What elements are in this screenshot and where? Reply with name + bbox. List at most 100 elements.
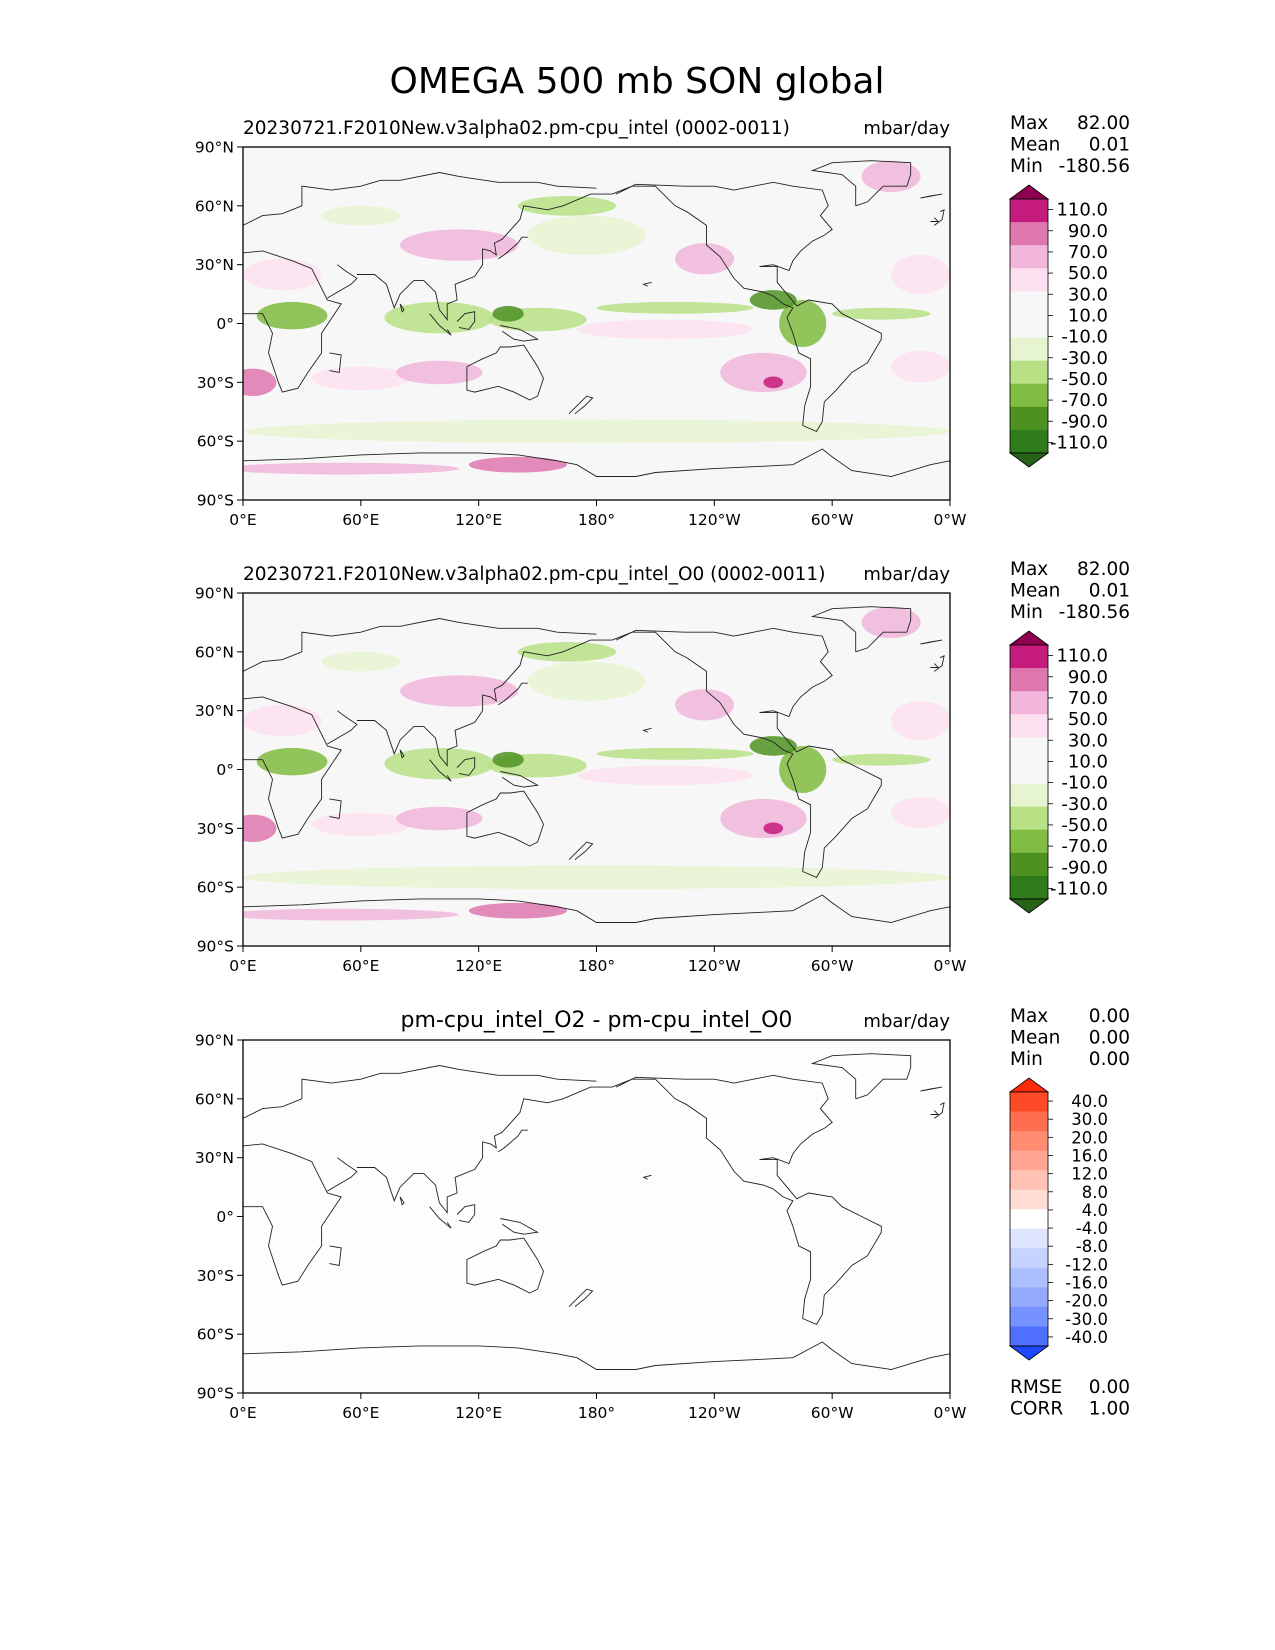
field-contour [321, 205, 401, 226]
coastline [243, 1341, 950, 1370]
stat-value: 0.01 [1089, 581, 1130, 602]
coastline [243, 1143, 342, 1286]
coastline [456, 311, 476, 330]
stat-value: 82.00 [1077, 559, 1130, 580]
coastline [810, 1053, 912, 1100]
coastline [612, 181, 882, 432]
colorbar-tick-label: 50.0 [1068, 263, 1108, 284]
field-contour [675, 243, 734, 275]
colorbar-swatch [1010, 268, 1048, 292]
colorbar-extend-top [1008, 184, 1050, 200]
y-tick-label: 60°S [197, 433, 234, 451]
colorbar: 110.090.070.050.030.010.0-10.0-30.0-50.0… [1008, 184, 1108, 468]
colorbar-extend-top [1008, 630, 1050, 646]
colorbar-tick-label: 40.0 [1071, 1092, 1108, 1111]
coastline [243, 618, 597, 672]
coastline [612, 1074, 882, 1325]
x-tick-label: 0°W [934, 511, 967, 529]
stat-label: Mean [1010, 581, 1060, 602]
y-tick-label: 0° [216, 1208, 234, 1226]
colorbar-swatch [1010, 1150, 1048, 1171]
colorbar-swatch [1010, 806, 1048, 831]
colorbar-tick-label: 10.0 [1068, 305, 1108, 326]
colorbar-swatch [1010, 737, 1048, 761]
coastline [399, 749, 405, 759]
colorbar-extend-top [1008, 1077, 1050, 1093]
field-contour [492, 305, 524, 322]
field-contour [243, 462, 459, 475]
x-tick-label: 60°E [342, 957, 379, 975]
coastline [243, 172, 597, 226]
x-tick-label: 60°E [342, 511, 379, 529]
stat-label: Mean [1010, 135, 1060, 156]
stat-label: Min [1010, 1049, 1043, 1070]
x-tick-label: 120°W [688, 511, 741, 529]
coastline [934, 654, 945, 672]
x-tick-label: 0°E [229, 511, 256, 529]
coastline [399, 303, 405, 313]
y-tick-label: 30°S [197, 820, 234, 838]
colorbar-tick-label: 12.0 [1071, 1165, 1108, 1184]
panel-units: mbar/day [863, 564, 950, 585]
coastline [327, 264, 358, 299]
field-contour [256, 747, 328, 776]
panel-difference: pm-cpu_intel_O2 - pm-cpu_intel_O0 mbar/da… [195, 1006, 1130, 1422]
coastline [243, 1065, 597, 1119]
colorbar-tick-label: -10.0 [1061, 773, 1108, 794]
coastline [466, 344, 544, 401]
coastline [500, 771, 540, 788]
x-tick-label: 120°W [688, 957, 741, 975]
coastline [429, 1206, 452, 1229]
colorbar-tick-label: -10.0 [1061, 327, 1108, 348]
colorbar-swatch [1010, 199, 1048, 223]
stat-label: Max [1010, 113, 1048, 134]
colorbar-swatch [1010, 1267, 1048, 1288]
y-tick-label: 30°S [197, 374, 234, 392]
field-contour [832, 753, 931, 766]
coastline [934, 1101, 945, 1119]
stat-value: 0.00 [1089, 1377, 1130, 1398]
coastline [399, 1196, 405, 1206]
y-tick-label: 60°S [197, 879, 234, 897]
colorbar-tick-label: -20.0 [1065, 1292, 1108, 1311]
colorbar-tick-label: 10.0 [1068, 751, 1108, 772]
coastline [466, 790, 544, 847]
colorbar-swatch [1010, 1228, 1048, 1249]
colorbar-tick-label: -70.0 [1061, 836, 1108, 857]
panel-title: 20230721.F2010New.v3alpha02.pm-cpu_intel… [243, 118, 790, 139]
colorbar-tick-label: -30.0 [1065, 1310, 1108, 1329]
y-tick-label: 30°N [195, 1149, 234, 1167]
field-contour [763, 822, 784, 835]
stat-label: RMSE [1010, 1377, 1062, 1398]
field-contour [492, 751, 524, 768]
field-contour [396, 806, 483, 831]
colorbar-swatch [1010, 429, 1048, 454]
coastline [568, 395, 594, 415]
panel-title: pm-cpu_intel_O2 - pm-cpu_intel_O0 [401, 1008, 793, 1033]
coastline [642, 727, 652, 733]
coastline [498, 236, 528, 260]
stat-label: Min [1010, 602, 1043, 623]
colorbar-tick-label: 70.0 [1068, 688, 1108, 709]
colorbar-tick-label: 30.0 [1068, 284, 1108, 305]
coastline [930, 1110, 940, 1115]
field-layer [243, 606, 950, 921]
coastline [429, 313, 452, 336]
coastline [642, 1174, 652, 1180]
colorbar-tick-label: -40.0 [1065, 1328, 1108, 1347]
x-tick-label: 120°W [688, 1404, 741, 1422]
field-contour [537, 832, 774, 864]
field-contour [396, 360, 483, 385]
field-contour [891, 350, 950, 383]
coastline [356, 639, 613, 767]
y-tick-label: 60°N [195, 1090, 234, 1108]
coastline [466, 1237, 544, 1294]
colorbar-swatch [1010, 360, 1048, 385]
colorbar-swatch [1010, 222, 1048, 246]
stat-value: -180.56 [1059, 156, 1130, 177]
field-contour [468, 902, 568, 919]
field-contour [243, 368, 277, 397]
colorbar-frame [1009, 644, 1049, 900]
x-tick-label: 60°W [811, 1404, 854, 1422]
